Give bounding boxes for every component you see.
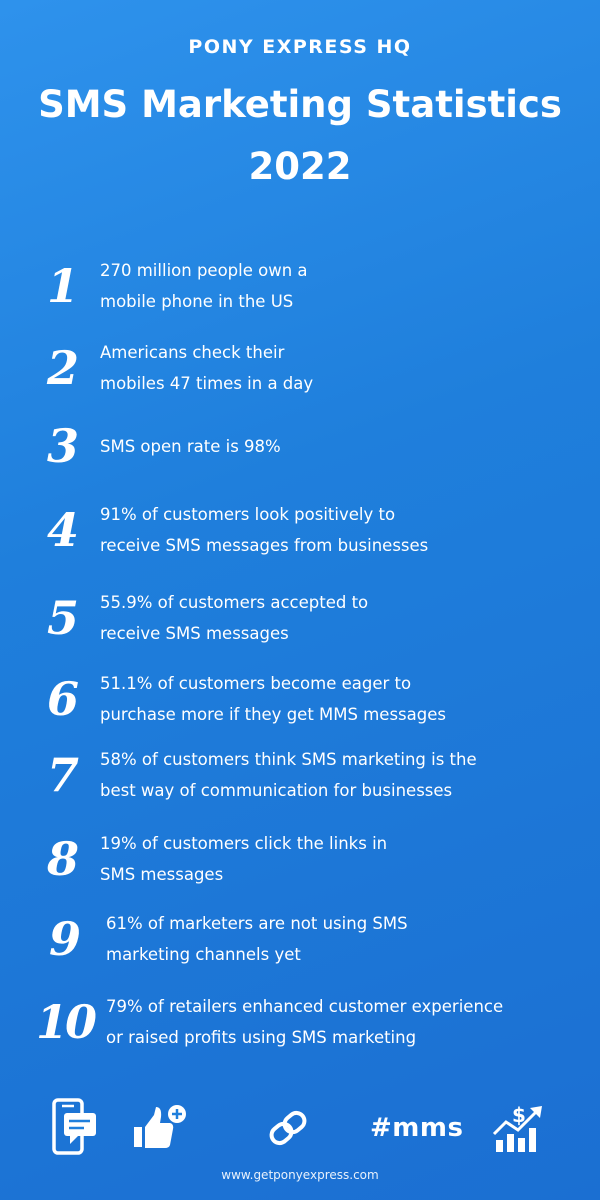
stat-number: 1 [46, 259, 79, 313]
stat-text: SMS open rate is 98% [100, 410, 281, 482]
stat-text: 79% of retailers enhanced customer exper… [106, 986, 503, 1058]
stat-text-line: 61% of marketers are not using SMS [106, 914, 408, 933]
brand-name: PONY EXPRESS HQ [188, 36, 412, 58]
stat-text-line: or raised profits using SMS marketing [106, 1028, 417, 1047]
stat-text-line: receive SMS messages [100, 624, 289, 643]
stat-item-7: 7 58% of customers think SMS marketing i… [0, 739, 600, 811]
stat-item-10: 10 79% of retailers enhanced customer ex… [0, 986, 600, 1058]
stat-text: 91% of customers look positively to rece… [100, 494, 428, 566]
stat-text: 51.1% of customers become eager to purch… [100, 663, 446, 735]
growth-chart-dollar-icon: $ [492, 1103, 542, 1152]
stat-item-1: 1 270 million people own a mobile phone … [0, 250, 600, 322]
stat-text: 270 million people own a mobile phone in… [100, 250, 308, 322]
stat-text: 58% of customers think SMS marketing is … [100, 739, 477, 811]
page-title-year: 2022 [248, 145, 352, 188]
hashtag-label: #mms [370, 1113, 464, 1143]
stat-number: 7 [46, 748, 79, 802]
svg-text:$: $ [512, 1103, 526, 1127]
page-title: SMS Marketing Statistics [38, 83, 562, 126]
stat-item-8: 8 19% of customers click the links in SM… [0, 823, 600, 895]
stat-text-line: 91% of customers look positively to [100, 505, 396, 524]
stat-text-line: purchase more if they get MMS messages [100, 705, 446, 724]
stat-text-line: SMS messages [100, 865, 224, 884]
stat-number: 2 [46, 341, 79, 395]
stat-number: 5 [46, 591, 79, 645]
mobile-message-icon [52, 1098, 96, 1155]
stat-text-line: 270 million people own a [100, 261, 308, 280]
stat-text-line: 55.9% of customers accepted to [100, 593, 369, 612]
stat-text-line: 58% of customers think SMS marketing is … [100, 750, 477, 769]
stat-number: 6 [46, 672, 79, 726]
stat-text: 55.9% of customers accepted to receive S… [100, 582, 368, 654]
stat-text: Americans check their mobiles 47 times i… [100, 332, 313, 404]
stat-number: 8 [46, 832, 79, 886]
stat-number: 4 [46, 503, 79, 557]
stat-text-line: 51.1% of customers become eager to [100, 674, 412, 693]
stat-text: 61% of marketers are not using SMS marke… [106, 903, 408, 975]
stat-item-6: 6 51.1% of customers become eager to pur… [0, 663, 600, 735]
stat-number: 10 [35, 995, 97, 1049]
stat-number: 3 [46, 419, 79, 473]
stat-number: 9 [48, 912, 81, 966]
link-icon [269, 1110, 307, 1146]
stat-item-5: 5 55.9% of customers accepted to receive… [0, 582, 600, 654]
website-url: www.getponyexpress.com [221, 1168, 379, 1182]
stat-text-line: marketing channels yet [106, 945, 301, 964]
stat-text-line: mobiles 47 times in a day [100, 374, 314, 393]
stat-item-9: 9 61% of marketers are not using SMS mar… [0, 903, 600, 975]
stat-text-line: Americans check their [100, 343, 285, 362]
stat-text-line: 19% of customers click the links in [100, 834, 388, 853]
stat-text-line: 79% of retailers enhanced customer exper… [106, 997, 504, 1016]
stat-text-line: receive SMS messages from businesses [100, 536, 429, 555]
stat-item-2: 2 Americans check their mobiles 47 times… [0, 332, 600, 404]
stat-text-line: SMS open rate is 98% [100, 436, 281, 456]
stat-text: 19% of customers click the links in SMS … [100, 823, 387, 895]
stat-item-3: 3 SMS open rate is 98% [0, 410, 600, 482]
thumbs-up-plus-icon [134, 1105, 186, 1148]
stat-text-line: mobile phone in the US [100, 292, 294, 311]
stat-item-4: 4 91% of customers look positively to re… [0, 494, 600, 566]
stat-text-line: best way of communication for businesses [100, 781, 453, 800]
